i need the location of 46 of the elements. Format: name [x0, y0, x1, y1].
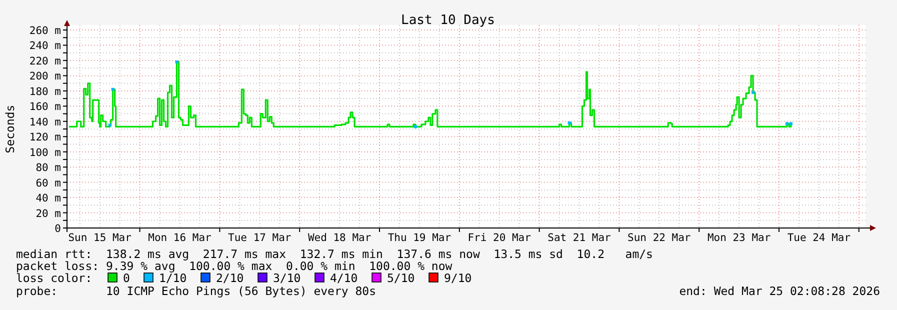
x-tick-label: Tue 17 Mar — [228, 232, 292, 244]
point — [111, 88, 114, 91]
x-tick-label: Wed 18 Mar — [308, 232, 372, 244]
y-tick-label: 260 m — [29, 25, 61, 37]
y-axis-title: Seconds — [3, 104, 17, 154]
legend-label: 3/10 — [273, 271, 301, 285]
x-tick-label: Sat 21 Mar — [548, 232, 611, 244]
y-tick-label: 120 m — [29, 132, 61, 144]
x-tick-label: Thu 19 Mar — [388, 232, 452, 244]
x-tick-label: Mon 23 Mar — [707, 232, 771, 244]
text: median rtt: 138.2 ms avg 217.7 ms max 132.7 ms min 137.6 ms now 13.5 ms sd 10.2 am/s — [16, 247, 653, 261]
y-tick-label: 60 m — [36, 177, 61, 190]
y-tick-label: 200 m — [29, 70, 61, 83]
point — [789, 122, 792, 126]
text: end: Wed Mar 25 02:08:28 2026 — [679, 284, 880, 298]
y-tick-label: 220 m — [29, 55, 61, 68]
text: packet loss: 9.39 % avg 100.00 % max 0.00 % min 100.00 % now — [16, 259, 452, 273]
legend-label: 5/10 — [387, 271, 415, 285]
x-tick-label: Mon 16 Mar — [148, 232, 212, 244]
point — [175, 60, 178, 64]
legend-label: 9/10 — [444, 271, 472, 285]
y-tick-label: 20 m — [36, 208, 61, 220]
point — [108, 124, 112, 127]
point — [785, 122, 788, 126]
y-tick-label: 240 m — [29, 40, 61, 52]
x-tick-label: Tue 24 Mar — [787, 232, 851, 244]
x-tick-label: Sun 15 Mar — [68, 232, 132, 244]
y-tick-label: 140 m — [29, 116, 61, 128]
y-tick-label: 160 m — [29, 101, 61, 114]
y-tick-label: 80 m — [36, 162, 61, 174]
point — [414, 125, 417, 128]
chart-title: Last 10 Days — [401, 13, 495, 28]
text: probe: 10 ICMP Echo Pings (56 Bytes) every 80s — [16, 284, 376, 298]
y-tick-label: 100 m — [29, 146, 61, 159]
point — [752, 90, 755, 94]
legend-label: 1/10 — [159, 271, 187, 285]
y-tick-label: 0 — [54, 223, 61, 235]
y-tick-label: 40 m — [36, 192, 61, 205]
y-tick-label: 180 m — [29, 86, 61, 98]
legend-label: 4/10 — [330, 271, 358, 285]
x-tick-label: Sun 22 Mar — [628, 232, 691, 244]
legend-label: 0 — [123, 271, 130, 285]
legend-label: 2/10 — [216, 271, 244, 285]
legend-title: loss color: — [16, 271, 92, 285]
x-tick-label: Fri 20 Mar — [468, 232, 531, 244]
point — [568, 121, 571, 124]
